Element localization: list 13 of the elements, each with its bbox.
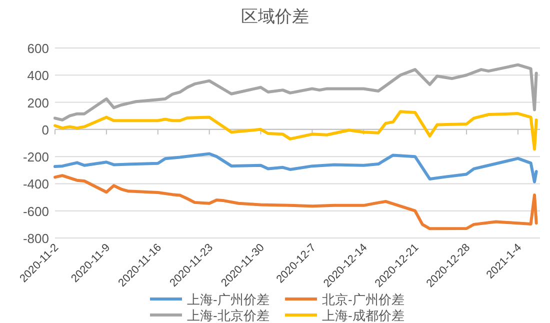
ytick: 600 <box>27 41 49 56</box>
legend-label: 北京-广州价差 <box>322 292 404 307</box>
ytick: -600 <box>22 204 49 219</box>
legend-label: 上海-广州价差 <box>187 292 270 307</box>
ytick: -400 <box>22 176 49 192</box>
ytick: 200 <box>27 95 49 110</box>
legend-label: 上海-北京价差 <box>187 308 270 323</box>
ytick: 400 <box>27 68 49 84</box>
ytick: -800 <box>22 231 49 246</box>
title: 区域价差 <box>241 7 309 26</box>
legend-label: 上海-成都价差 <box>322 308 404 323</box>
ytick: -200 <box>22 150 49 165</box>
ytick: 0 <box>42 122 49 138</box>
